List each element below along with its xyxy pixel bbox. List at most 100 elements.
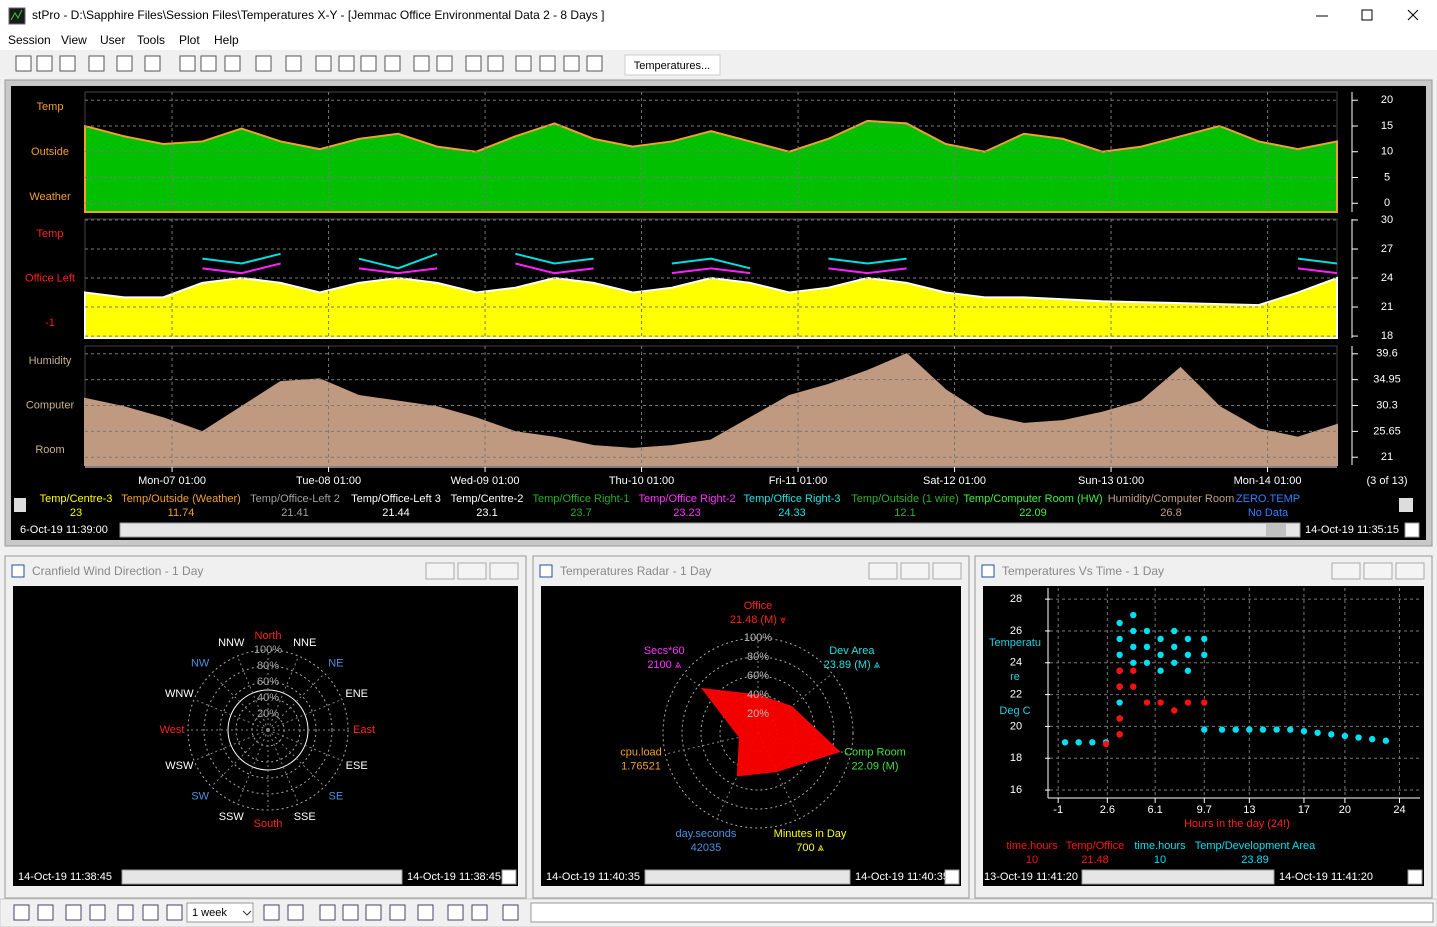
toolbar-button[interactable] [436, 55, 453, 72]
window-button[interactable] [1363, 562, 1393, 580]
window-button[interactable] [932, 562, 962, 580]
scrollbar[interactable] [1081, 869, 1275, 885]
status-button[interactable] [417, 904, 434, 921]
sub-plot-area [13, 586, 518, 868]
x-tick-label: Wed-09 01:00 [451, 475, 520, 487]
x-axis-label: Hours in the day (24!) [1184, 818, 1290, 830]
window-button[interactable] [868, 562, 898, 580]
toolbar-button[interactable] [487, 55, 504, 72]
toolbar-button[interactable] [15, 55, 32, 72]
legend-left-button[interactable] [14, 498, 26, 512]
status-button[interactable] [117, 904, 134, 921]
toolbar-button[interactable] [539, 55, 556, 72]
scrollbar[interactable] [121, 869, 403, 885]
period-label[interactable]: 1 week [192, 907, 227, 919]
panel-label: Humidity [29, 355, 72, 367]
y-tick-label: 10 [1381, 146, 1393, 158]
play-button[interactable] [501, 869, 517, 885]
menu-item[interactable]: View [61, 33, 87, 47]
status-button[interactable] [89, 904, 106, 921]
window-title: stPro - D:\Sapphire Files\Session Files\… [32, 8, 604, 22]
axis-name: Minutes in Day [774, 828, 847, 840]
panel-label: Computer [26, 399, 75, 411]
status-button[interactable] [471, 904, 488, 921]
point [1130, 611, 1137, 619]
legend-value: 21.48 [1081, 854, 1109, 866]
axis-value: 21.48 (M) ⩔ [730, 614, 786, 626]
dropdown-arrow[interactable] [242, 910, 252, 916]
status-button[interactable] [166, 904, 183, 921]
status-button[interactable] [263, 904, 280, 921]
status-button[interactable] [65, 904, 82, 921]
status-button[interactable] [447, 904, 464, 921]
status-button[interactable] [365, 904, 382, 921]
window-button[interactable] [489, 562, 519, 580]
toolbar-button[interactable] [563, 55, 580, 72]
maximize-button[interactable] [1361, 9, 1373, 21]
window-button[interactable] [900, 562, 930, 580]
period-dropdown[interactable] [186, 902, 254, 923]
ring-label: 40% [747, 689, 769, 701]
status-button[interactable] [342, 904, 359, 921]
point [1341, 732, 1349, 740]
toolbar-buttons [15, 55, 603, 72]
toolbar-button[interactable] [413, 55, 430, 72]
start-time: 6-Oct-19 11:39:00 [20, 524, 108, 536]
toolbar-button[interactable] [465, 55, 482, 72]
toolbar-button[interactable] [200, 55, 217, 72]
y-tick-label: 24 [1010, 657, 1022, 669]
point [1171, 659, 1178, 666]
menu-item[interactable]: Plot [179, 33, 200, 47]
toolbar-button[interactable] [88, 55, 105, 72]
x-tick-label: 24 [1393, 804, 1405, 816]
menu-item[interactable]: User [100, 33, 125, 47]
legend-value: 23.7 [570, 507, 591, 519]
play-button[interactable] [1407, 869, 1423, 885]
legend-right-button[interactable] [1399, 498, 1413, 512]
toolbar-button[interactable] [360, 55, 377, 72]
status-button[interactable] [142, 904, 159, 921]
status-button[interactable] [37, 904, 54, 921]
window-button[interactable] [1395, 562, 1425, 580]
command-box[interactable] [530, 902, 1434, 923]
status-button[interactable] [502, 904, 519, 921]
toolbar-button[interactable] [384, 55, 401, 72]
end-time: 14-Oct-19 11:41:20 [1279, 871, 1373, 883]
toolbar-button[interactable] [116, 55, 133, 72]
point [1232, 726, 1239, 733]
status-button[interactable] [319, 904, 336, 921]
window-button[interactable] [425, 562, 455, 580]
status-button[interactable] [13, 904, 30, 921]
window-button[interactable] [1331, 562, 1361, 580]
ring-label: 60% [257, 676, 279, 688]
toolbar-button[interactable] [315, 55, 332, 72]
tab-label[interactable]: Temperatures... [634, 60, 710, 72]
toolbar-button[interactable] [144, 55, 161, 72]
toolbar-button[interactable] [59, 55, 76, 72]
status-button[interactable] [287, 904, 304, 921]
close-button[interactable] [1407, 9, 1419, 21]
menu-item[interactable]: Help [214, 33, 239, 47]
toolbar-button[interactable] [255, 55, 272, 72]
toolbar-button[interactable] [179, 55, 196, 72]
window-button[interactable] [457, 562, 487, 580]
menu-item[interactable]: Session [8, 33, 51, 47]
y-tick-label: 20 [1010, 720, 1022, 732]
play-button[interactable] [1404, 522, 1420, 538]
toolbar-button[interactable] [36, 55, 53, 72]
toolbar-button[interactable] [586, 55, 603, 72]
scrollbar[interactable] [644, 869, 851, 885]
toolbar-button[interactable] [338, 55, 355, 72]
point [1382, 737, 1390, 744]
ring-label: 40% [257, 692, 279, 704]
toolbar-button[interactable] [224, 55, 241, 72]
status-button[interactable] [389, 904, 406, 921]
toolbar-button[interactable] [285, 55, 302, 72]
menu-item[interactable]: Tools [137, 33, 165, 47]
toolbar-button[interactable] [515, 55, 532, 72]
play-button[interactable] [944, 869, 960, 885]
scrollbar[interactable] [119, 522, 1301, 538]
tab[interactable] [624, 54, 721, 76]
scroll-thumb[interactable] [1266, 524, 1286, 536]
